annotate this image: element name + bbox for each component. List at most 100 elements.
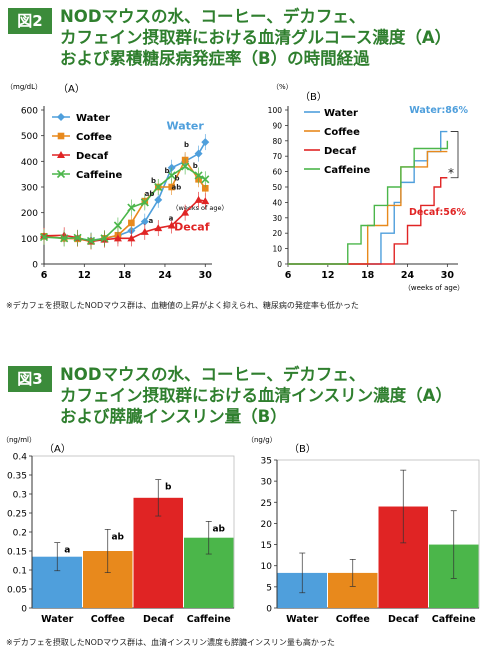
data-point-coffee xyxy=(168,183,175,191)
figure-3-title-line: および膵臓インスリン量（B） xyxy=(60,407,287,426)
figure-2-title: NODマウスの水、コーヒー、デカフェ、 カフェイン摂取群における血清グルコース濃… xyxy=(60,6,486,69)
significance-letter: b xyxy=(151,177,156,185)
y-tick-label: 0.35 xyxy=(7,472,27,482)
data-point-caffeine xyxy=(201,175,210,184)
x-tick-label: 24 xyxy=(401,270,415,281)
legend-label: Caffeine xyxy=(76,170,123,181)
x-category-label: Coffee xyxy=(91,614,125,625)
y-tick-label: 40 xyxy=(272,198,282,207)
figure-3-title: NODマウスの水、コーヒー、デカフェ、 カフェイン摂取群における血清インスリン濃… xyxy=(60,364,486,427)
data-point-decaf xyxy=(140,227,149,235)
y-tick-label: 60 xyxy=(272,168,282,177)
significance-letter: b xyxy=(184,141,189,149)
y-tick-label: 20 xyxy=(272,229,282,238)
y-tick-label: 300 xyxy=(21,184,38,194)
data-point-coffee xyxy=(201,184,209,192)
figure-2-title-line: カフェイン摂取群における血清グルコース濃度（A） xyxy=(60,28,452,47)
data-point-decaf xyxy=(167,221,176,229)
data-point-decaf xyxy=(154,224,163,232)
y-tick-label: 500 xyxy=(21,132,38,142)
y-tick-label: 15 xyxy=(261,541,272,551)
figure-3-title-line: カフェイン摂取群における血清インスリン濃度（A） xyxy=(60,386,452,405)
data-point-caffeine xyxy=(60,234,69,243)
x-tick-label: 12 xyxy=(78,270,91,281)
significance-letter: ab xyxy=(172,184,182,192)
significance-letter: b xyxy=(165,483,172,493)
legend-marker-caffeine xyxy=(56,169,66,179)
legend-label: Water xyxy=(324,108,358,119)
x-tick-label: 6 xyxy=(285,270,292,281)
y-axis-unit-label: （mg/dL） xyxy=(6,83,42,91)
x-tick-label: 18 xyxy=(361,270,375,281)
x-category-label: Decaf xyxy=(388,614,419,625)
y-tick-label: 100 xyxy=(268,106,283,115)
y-tick-label: 30 xyxy=(261,478,273,488)
data-point-decaf xyxy=(113,234,122,242)
y-tick-label: 5 xyxy=(266,583,272,593)
x-category-label: Caffeine xyxy=(187,614,231,625)
pancreatic-insulin-bar-chart: （ng/g） （B） 0 5 10 15 20 25 30 35 Water Coffee Decaf C… xyxy=(247,436,480,625)
y-tick-label: 0.25 xyxy=(7,510,27,520)
serum-insulin-bar-chart: （ng/ml） （A） 0 0.05 0.1 0.15 0.2 0.25 0.3 0.35 0.4 W… xyxy=(2,436,235,625)
panel-label: （A） xyxy=(44,443,71,455)
data-point-coffee xyxy=(128,219,135,227)
significance-letter: a xyxy=(148,217,153,225)
data-point-caffeine xyxy=(167,171,176,180)
x-tick-label: 12 xyxy=(321,270,334,281)
y-axis-unit-label: （%） xyxy=(272,83,293,91)
y-tick-label: 0.05 xyxy=(7,586,27,596)
significance-letter: a xyxy=(169,214,174,222)
significance-bracket xyxy=(450,131,459,179)
x-category-label: Water xyxy=(41,614,74,625)
significance-letter: b xyxy=(164,167,169,175)
data-point-caffeine xyxy=(113,221,122,230)
y-tick-label: 0 xyxy=(277,260,282,269)
x-tick-label: 30 xyxy=(199,270,213,281)
panel-label: （B） xyxy=(289,443,316,455)
figure-2-title-line: および累積糖尿病発症率（B）の時間経過 xyxy=(60,49,370,68)
x-axis-label: （weeks of age） xyxy=(172,204,228,212)
y-tick-label: 10 xyxy=(261,562,273,572)
data-point-water xyxy=(201,138,210,147)
figure-2-badge: 図2 xyxy=(8,8,52,34)
y-tick-label: 30 xyxy=(272,214,282,223)
y-tick-label: 0 xyxy=(32,261,38,271)
figure-2: 図2 NODマウスの水、コーヒー、デカフェ、 カフェイン摂取群における血清グルコ… xyxy=(0,0,490,325)
legend-marker-decaf xyxy=(57,151,65,158)
figure-2-title-line: NODマウスの水、コーヒー、デカフェ、 xyxy=(60,7,366,26)
y-tick-label: 50 xyxy=(272,183,282,192)
data-point-caffeine xyxy=(140,198,149,207)
water-incidence-callout: Water:86% xyxy=(409,105,468,116)
y-tick-label: 35 xyxy=(261,457,272,467)
data-point-decaf xyxy=(127,234,136,242)
y-tick-label: 25 xyxy=(261,499,272,509)
y-tick-label: 80 xyxy=(272,137,282,146)
data-point-caffeine xyxy=(39,232,49,242)
legend-label: Caffeine xyxy=(324,165,371,176)
figure-3-title-line: NODマウスの水、コーヒー、デカフェ、 xyxy=(60,365,366,384)
x-category-label: Water xyxy=(286,614,319,625)
y-tick-label: 0.3 xyxy=(13,491,27,501)
legend-label: Water xyxy=(76,113,110,124)
y-axis-unit-label: （ng/g） xyxy=(247,436,277,444)
figure-3-note: ※デカフェを摂取したNODマウス群は、血清インスリン濃度も膵臓インスリン量も高か… xyxy=(6,638,335,647)
x-category-label: Caffeine xyxy=(432,614,476,625)
decaf-incidence-callout: Decaf:56% xyxy=(409,207,467,218)
data-point-decaf xyxy=(201,197,210,205)
significance-asterisk: * xyxy=(448,166,454,180)
panel-label: （B） xyxy=(300,91,327,103)
y-tick-label: 70 xyxy=(272,152,282,161)
legend-label: Decaf xyxy=(324,146,357,157)
x-tick-label: 6 xyxy=(41,270,48,281)
legend-marker-coffee xyxy=(57,132,65,140)
legend-label: Coffee xyxy=(76,132,112,143)
x-tick-label: 24 xyxy=(158,270,172,281)
y-tick-label: 0.4 xyxy=(13,453,28,463)
data-point-caffeine xyxy=(194,171,203,180)
series-step-coffee xyxy=(288,150,448,265)
data-point-decaf xyxy=(194,195,203,203)
data-point-caffeine xyxy=(127,203,136,212)
x-axis-label: （weeks of age） xyxy=(404,284,464,292)
y-tick-label: 200 xyxy=(21,209,38,219)
panel-label: （A） xyxy=(58,83,85,95)
